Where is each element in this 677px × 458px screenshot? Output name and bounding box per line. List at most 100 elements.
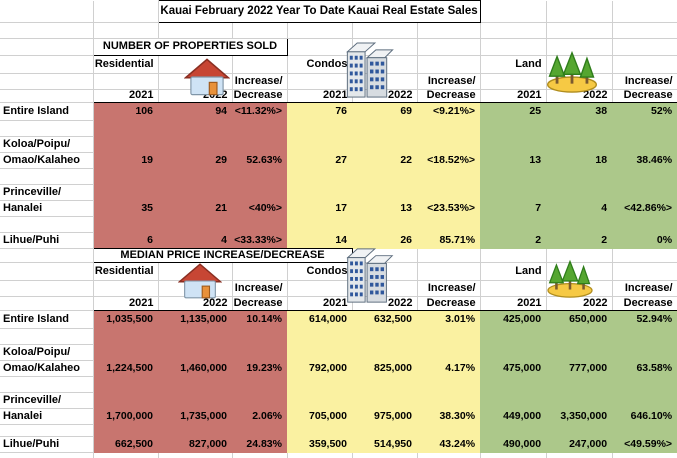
value-cell[interactable]: 975,000 — [352, 408, 417, 425]
change-header-bottom[interactable]: Decrease — [232, 89, 288, 103]
cell[interactable] — [0, 262, 94, 281]
row-label[interactable]: Lihue/Puhi — [0, 232, 94, 249]
value-cell[interactable]: <33.33%> — [232, 232, 287, 249]
value-cell[interactable]: 0% — [612, 232, 677, 249]
cell[interactable] — [417, 452, 481, 458]
value-cell[interactable]: 4 — [546, 200, 613, 217]
cell[interactable] — [480, 38, 547, 56]
cell[interactable] — [0, 120, 94, 137]
residential-header[interactable]: Residential — [93, 55, 159, 74]
cell[interactable] — [93, 280, 159, 297]
cell[interactable] — [352, 55, 418, 74]
value-cell[interactable]: 52% — [612, 102, 677, 121]
cell[interactable] — [158, 392, 232, 409]
value-cell[interactable]: 1,460,000 — [158, 360, 232, 377]
value-cell[interactable]: 4 — [158, 232, 232, 249]
cell[interactable] — [417, 248, 481, 263]
cell[interactable] — [93, 120, 158, 137]
cell[interactable] — [287, 392, 352, 409]
cell[interactable] — [612, 168, 677, 185]
cell[interactable] — [417, 344, 481, 361]
cell[interactable] — [417, 168, 481, 185]
cell[interactable] — [352, 38, 418, 56]
cell[interactable] — [232, 424, 287, 437]
cell[interactable] — [480, 344, 547, 361]
cell[interactable] — [480, 280, 547, 297]
value-cell[interactable]: <49.59%> — [612, 436, 677, 453]
cell[interactable] — [0, 452, 94, 458]
cell[interactable] — [612, 216, 677, 233]
cell[interactable] — [546, 0, 613, 23]
cell[interactable] — [417, 38, 481, 56]
cell[interactable] — [417, 22, 481, 39]
cell[interactable] — [158, 262, 233, 281]
cell[interactable] — [0, 73, 94, 90]
value-cell[interactable]: 6 — [93, 232, 158, 249]
cell[interactable] — [480, 248, 547, 263]
cell[interactable] — [93, 344, 158, 361]
year-2021-header[interactable]: 2021 — [287, 296, 353, 311]
cell[interactable] — [480, 120, 547, 137]
value-cell[interactable]: 662,500 — [93, 436, 158, 453]
cell[interactable] — [158, 73, 233, 90]
cell[interactable] — [612, 38, 677, 56]
row-label[interactable]: Entire Island — [0, 102, 94, 121]
cell[interactable] — [0, 216, 94, 233]
cell[interactable] — [480, 392, 547, 409]
cell[interactable] — [232, 328, 287, 345]
value-cell[interactable]: 18 — [546, 152, 613, 169]
cell[interactable] — [480, 376, 547, 393]
value-cell[interactable]: 1,135,000 — [158, 310, 232, 329]
cell[interactable] — [93, 216, 158, 233]
cell[interactable] — [612, 22, 677, 39]
cell[interactable] — [546, 55, 613, 74]
value-cell[interactable]: 449,000 — [480, 408, 547, 425]
row-label[interactable]: Omao/Kalaheo — [0, 360, 94, 377]
cell[interactable] — [417, 55, 481, 74]
cell[interactable] — [93, 22, 159, 39]
condos-header[interactable]: Condos — [287, 55, 353, 74]
cell[interactable] — [612, 184, 677, 201]
cell[interactable] — [417, 392, 481, 409]
cell[interactable] — [480, 136, 547, 153]
land-header[interactable]: Land — [480, 262, 547, 281]
cell[interactable] — [546, 184, 613, 201]
cell[interactable] — [546, 376, 613, 393]
cell[interactable] — [480, 168, 547, 185]
year-2022-header[interactable]: 2022 — [546, 296, 613, 311]
cell[interactable] — [93, 376, 158, 393]
cell[interactable] — [546, 38, 613, 56]
value-cell[interactable]: 76 — [287, 102, 352, 121]
cell[interactable] — [93, 328, 158, 345]
value-cell[interactable]: 632,500 — [352, 310, 417, 329]
value-cell[interactable]: 14 — [287, 232, 352, 249]
value-cell[interactable]: 63.58% — [612, 360, 677, 377]
cell[interactable] — [480, 452, 547, 458]
cell[interactable] — [287, 376, 352, 393]
value-cell[interactable]: 705,000 — [287, 408, 352, 425]
cell[interactable] — [0, 248, 94, 263]
cell[interactable] — [546, 424, 613, 437]
cell[interactable] — [546, 168, 613, 185]
cell[interactable] — [352, 392, 417, 409]
cell[interactable] — [287, 184, 352, 201]
cell[interactable] — [546, 262, 613, 281]
cell[interactable] — [158, 55, 233, 74]
cell[interactable] — [158, 216, 232, 233]
cell[interactable] — [158, 424, 232, 437]
cell[interactable] — [352, 120, 417, 137]
cell[interactable] — [287, 280, 353, 297]
cell[interactable] — [0, 22, 94, 39]
cell[interactable] — [93, 73, 159, 90]
cell[interactable] — [232, 120, 287, 137]
year-2022-header[interactable]: 2022 — [158, 296, 233, 311]
value-cell[interactable]: <9.21%> — [417, 102, 481, 121]
row-label[interactable]: Omao/Kalaheo — [0, 152, 94, 169]
value-cell[interactable]: 10.14% — [232, 310, 287, 329]
cell[interactable] — [352, 376, 417, 393]
value-cell[interactable]: 13 — [480, 152, 547, 169]
cell[interactable] — [93, 392, 158, 409]
value-cell[interactable]: 514,950 — [352, 436, 417, 453]
row-label[interactable]: Hanalei — [0, 200, 94, 217]
value-cell[interactable]: <23.53%> — [417, 200, 481, 217]
